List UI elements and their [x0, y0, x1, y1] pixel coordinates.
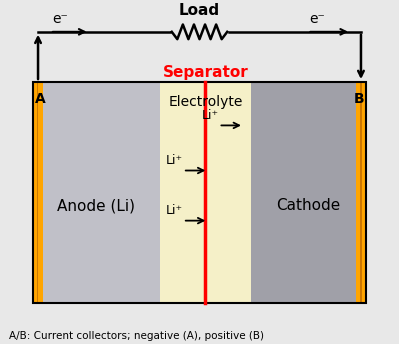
Text: Anode (Li): Anode (Li)	[57, 198, 136, 213]
Text: Load: Load	[179, 3, 220, 19]
Bar	[37, 82, 38, 302]
Text: Li⁺: Li⁺	[166, 204, 183, 217]
Bar	[160, 82, 251, 302]
Text: e⁻: e⁻	[310, 12, 325, 26]
Text: Cathode: Cathode	[277, 198, 341, 213]
Bar	[360, 82, 362, 302]
Bar	[251, 82, 366, 302]
Text: e⁻: e⁻	[52, 12, 68, 26]
Text: A/B: Current collectors; negative (A), positive (B): A/B: Current collectors; negative (A), p…	[9, 331, 264, 341]
Text: Separator: Separator	[162, 65, 248, 80]
Text: Li⁺: Li⁺	[166, 154, 183, 167]
Text: Li⁺: Li⁺	[201, 109, 219, 122]
Text: B: B	[353, 92, 364, 106]
Bar	[356, 82, 366, 302]
Bar	[33, 82, 43, 302]
Bar	[33, 82, 366, 302]
Text: Electrolyte: Electrolyte	[168, 95, 243, 109]
Text: A: A	[35, 92, 46, 106]
Bar	[33, 82, 160, 302]
